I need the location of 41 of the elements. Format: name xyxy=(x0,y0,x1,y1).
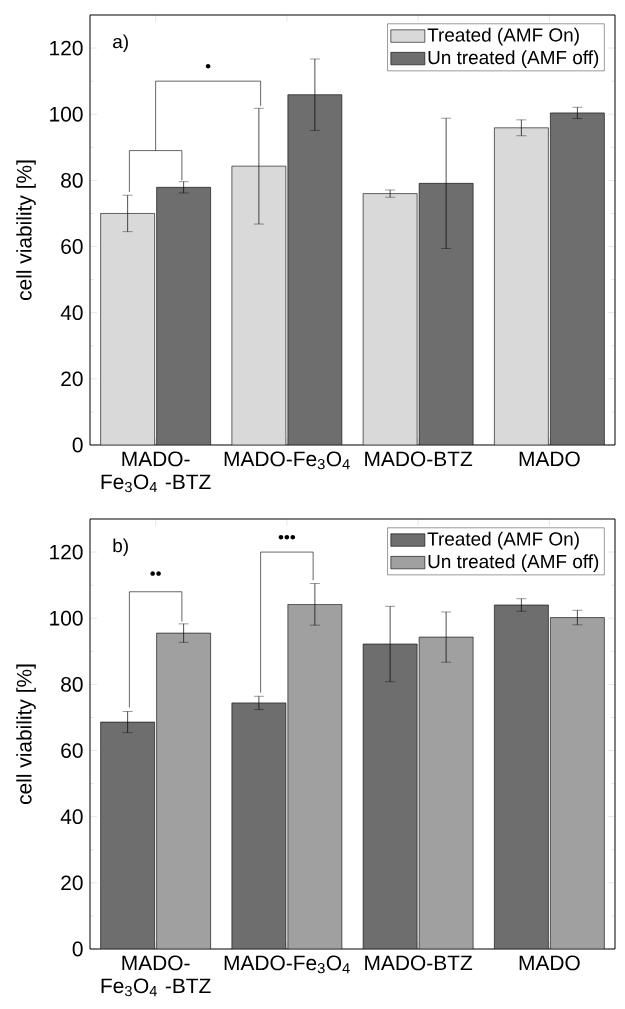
y-tick-label: 0 xyxy=(72,941,83,957)
y-tick-label: 60 xyxy=(61,743,83,758)
x-tick-label: MADO-Fe$_{3}$O$_{4}$ xyxy=(224,955,350,974)
legend-label: Treated (AMF On) xyxy=(427,531,579,550)
legend-label: Un treated (AMF off) xyxy=(428,50,599,68)
bar xyxy=(363,644,418,949)
x-tick-label: MADO-Fe$_{3}$O$_{4}$ xyxy=(224,451,350,470)
y-tick-label: 80 xyxy=(61,676,83,692)
bar xyxy=(419,637,474,949)
x-tick-label: MADO-BTZ xyxy=(365,451,473,467)
x-tick-label: MADO-Fe$_{3}$O$_{4}$ -BTZ xyxy=(101,955,211,997)
x-tick-label: MADO-Fe$_{3}$O$_{4}$ -BTZ xyxy=(101,451,211,493)
x-tick-label: MADO xyxy=(519,955,580,971)
y-axis-title: cell viability [%] xyxy=(16,160,36,301)
y-axis-title: cell viability [%] xyxy=(16,664,36,805)
y-tick-label: 60 xyxy=(61,239,83,254)
bar xyxy=(100,722,155,949)
y-tick-label: 40 xyxy=(60,305,83,321)
bar xyxy=(550,617,605,949)
y-tick-label: 20 xyxy=(61,371,83,387)
y-tick-label: 100 xyxy=(50,106,83,122)
bar xyxy=(156,633,211,949)
y-tick-label: 40 xyxy=(60,809,83,825)
y-tick-label: 100 xyxy=(50,610,83,626)
bar xyxy=(287,604,342,949)
y-tick-label: 20 xyxy=(61,875,83,891)
bar xyxy=(231,702,286,949)
x-tick-label: MADO-BTZ xyxy=(365,955,473,971)
bar xyxy=(494,604,549,949)
x-tick-label: MADO xyxy=(519,451,580,467)
annotation: • xyxy=(205,63,211,69)
y-tick-label: 80 xyxy=(61,172,83,188)
legend-label: Un treated (AMF off) xyxy=(428,554,599,572)
annotation: •• xyxy=(150,571,161,576)
y-tick-label: 0 xyxy=(72,437,83,453)
annotation: ••• xyxy=(278,534,296,540)
y-tick-label: 120 xyxy=(50,40,83,56)
legend-label: Treated (AMF On) xyxy=(427,27,579,46)
text: b) xyxy=(113,538,128,557)
text: a) xyxy=(113,34,128,53)
y-tick-label: 120 xyxy=(50,544,83,560)
